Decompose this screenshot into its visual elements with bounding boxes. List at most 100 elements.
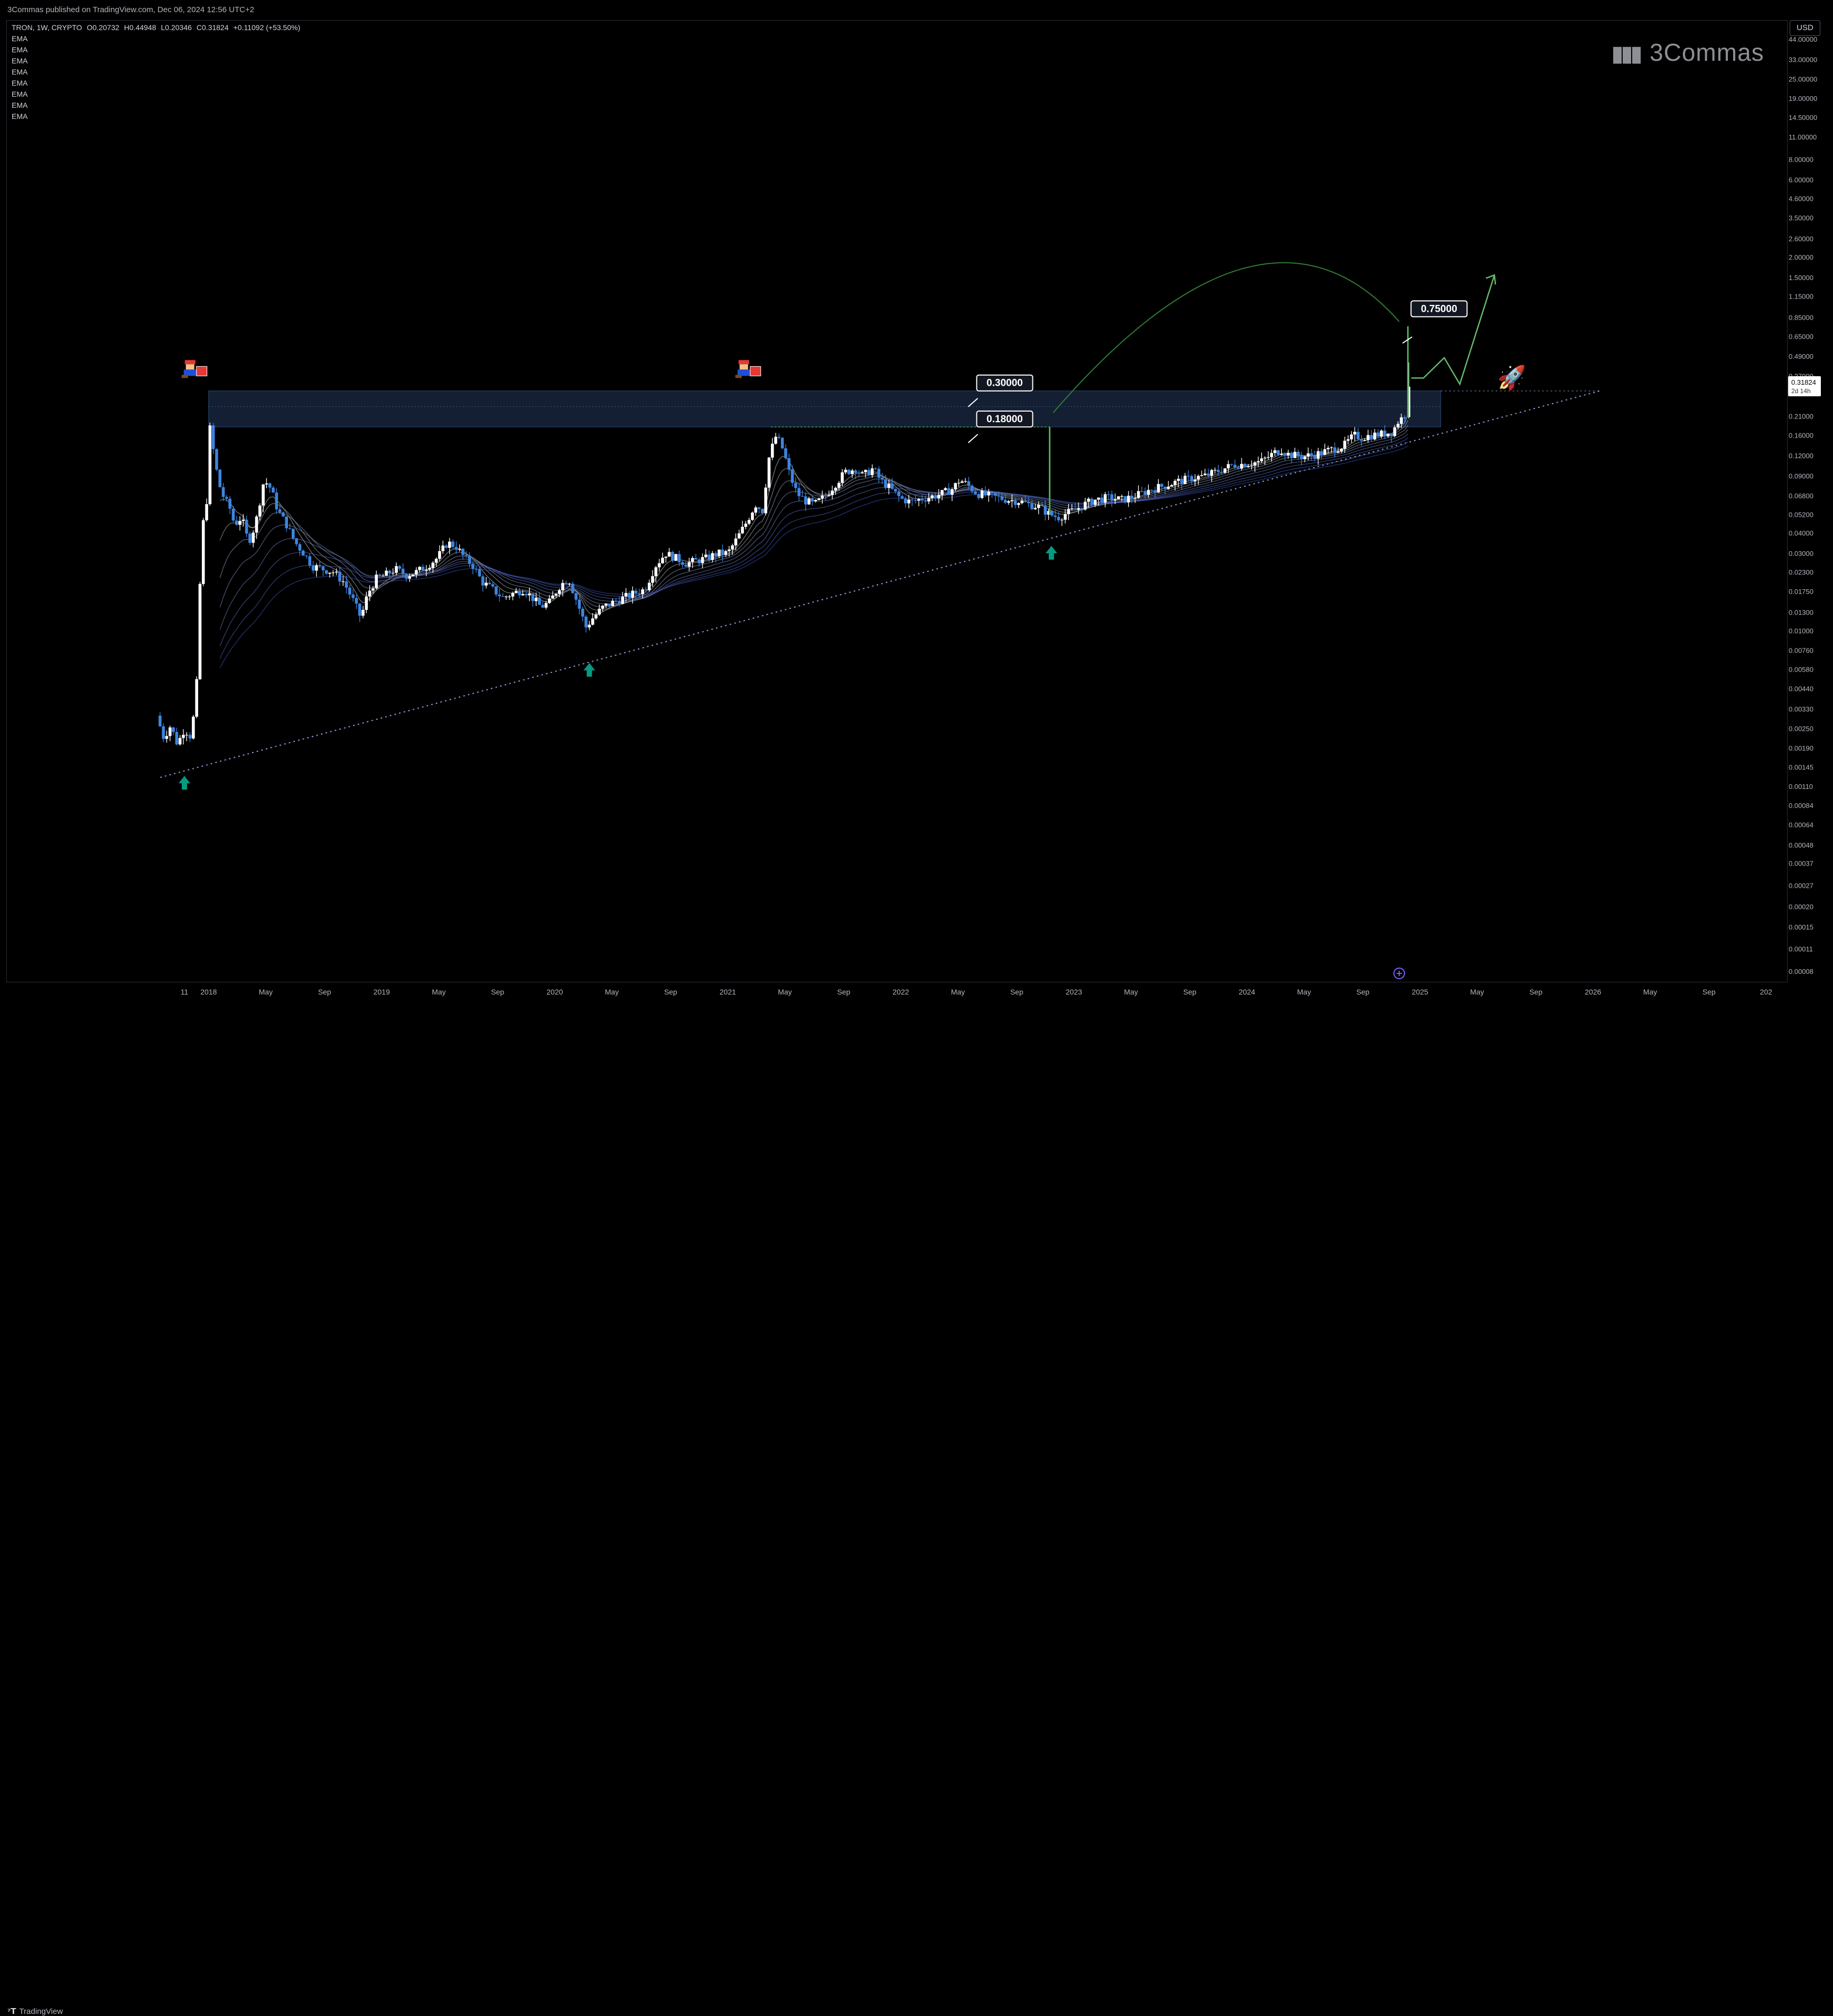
indicator-ema-2[interactable]: EMA xyxy=(12,45,28,54)
candle-body xyxy=(458,549,461,550)
indicator-ema-4[interactable]: EMA xyxy=(12,68,28,76)
chart-frame[interactable] xyxy=(6,20,1788,982)
time-tick-label: 2022 xyxy=(892,988,909,996)
ema-line xyxy=(219,429,1409,608)
candle-body xyxy=(415,570,418,575)
candle-body xyxy=(511,593,515,597)
candle-body xyxy=(900,496,904,499)
indicator-ema-6[interactable]: EMA xyxy=(12,90,28,98)
candle-body xyxy=(1113,499,1117,500)
event-marker-icon xyxy=(1393,968,1406,979)
candle-body xyxy=(691,558,694,562)
candle-body xyxy=(718,549,721,556)
candle-body xyxy=(941,490,944,495)
candle-body xyxy=(724,551,728,555)
candle-body xyxy=(1074,508,1077,510)
candle-body xyxy=(934,495,937,499)
candle-body xyxy=(1287,452,1290,456)
time-tick-label: May xyxy=(605,988,619,996)
candle-body xyxy=(654,567,658,577)
candle-body xyxy=(1346,439,1350,441)
price-tick-label: 0.01000 xyxy=(1789,627,1813,635)
candle-body xyxy=(365,596,368,610)
price-tick-label: 0.00190 xyxy=(1789,744,1813,752)
price-tick-label: 0.00064 xyxy=(1789,821,1813,829)
time-tick-label: May xyxy=(1124,988,1138,996)
candle-body xyxy=(1310,453,1313,456)
candle-body xyxy=(1333,447,1336,453)
price-tick-label: 0.05200 xyxy=(1789,511,1813,519)
candle-body xyxy=(1360,439,1363,441)
candle-body xyxy=(268,483,272,488)
candle-body xyxy=(561,583,564,590)
resistance-zone-layer xyxy=(208,390,1600,428)
candle-body xyxy=(1020,500,1023,504)
time-tick-label: Sep xyxy=(664,988,677,996)
candle-body xyxy=(282,512,285,517)
candle-body xyxy=(165,736,169,739)
price-tick-label: 0.65000 xyxy=(1789,333,1813,341)
candle-body xyxy=(1127,496,1130,503)
candle-body xyxy=(1280,453,1283,455)
candle-body xyxy=(159,716,162,727)
label-text: 0.75000 xyxy=(1421,303,1457,314)
candle-body xyxy=(228,498,231,509)
candle-body xyxy=(421,566,425,571)
candle-body xyxy=(1267,457,1270,458)
resistance-zone xyxy=(208,391,1441,428)
candle-body xyxy=(1203,473,1207,476)
candle-body xyxy=(790,469,794,483)
candle-body xyxy=(1147,490,1150,495)
candle-body xyxy=(1010,500,1014,501)
candle-body xyxy=(1356,432,1360,440)
candle-body xyxy=(1083,501,1087,510)
candle-body xyxy=(1246,466,1250,468)
candle-body xyxy=(1253,462,1257,466)
candle-body xyxy=(205,504,208,521)
time-tick-label: May xyxy=(1297,988,1311,996)
indicator-ema-7[interactable]: EMA xyxy=(12,101,28,109)
candle-body xyxy=(598,608,601,615)
price-tick-label: 0.49000 xyxy=(1789,352,1813,360)
candle-body xyxy=(454,547,458,550)
tradingview-logo[interactable]: ⁷𝗧 TradingView xyxy=(7,2006,63,2016)
candle-body xyxy=(877,469,881,478)
candle-body xyxy=(1216,470,1220,472)
time-tick-label: May xyxy=(1470,988,1484,996)
price-chart[interactable]: 0.30000 0.18000 0.75000 🚀 44.00000 33.00000 2… xyxy=(0,0,1833,1024)
candle-body xyxy=(764,487,767,514)
candle-body xyxy=(621,596,625,604)
candle-body xyxy=(301,550,305,556)
candle-body xyxy=(634,590,638,594)
candle-body xyxy=(1050,511,1054,516)
price-tick-label: 0.16000 xyxy=(1789,432,1813,440)
candle-body xyxy=(1393,427,1397,436)
candle-body xyxy=(1164,487,1167,489)
candle-body xyxy=(890,484,894,489)
candle-body xyxy=(334,571,338,573)
candle-body xyxy=(175,732,179,745)
candle-body xyxy=(192,717,195,739)
candle-body xyxy=(647,582,651,590)
candle-body xyxy=(1373,432,1376,440)
candle-body xyxy=(927,498,931,501)
candle-body xyxy=(1107,494,1110,495)
candle-body xyxy=(1206,473,1210,476)
candle-body xyxy=(1290,452,1294,458)
candle-body xyxy=(474,569,478,570)
indicator-ema-3[interactable]: EMA xyxy=(12,57,28,65)
candle-body xyxy=(1390,433,1393,436)
candle-body xyxy=(754,507,758,513)
indicator-ema-5[interactable]: EMA xyxy=(12,79,28,87)
candle-body xyxy=(1396,423,1400,428)
currency-button[interactable]: USD xyxy=(1790,20,1820,36)
indicator-ema-1[interactable]: EMA xyxy=(12,34,28,43)
candle-body xyxy=(295,538,298,544)
candle-body xyxy=(182,735,185,738)
indicator-ema-8[interactable]: EMA xyxy=(12,112,28,120)
time-tick-label: 2019 xyxy=(374,988,390,996)
candle-body xyxy=(1350,434,1353,440)
candle-body xyxy=(331,572,335,573)
candle-body xyxy=(1223,468,1227,473)
candle-body xyxy=(987,491,990,496)
